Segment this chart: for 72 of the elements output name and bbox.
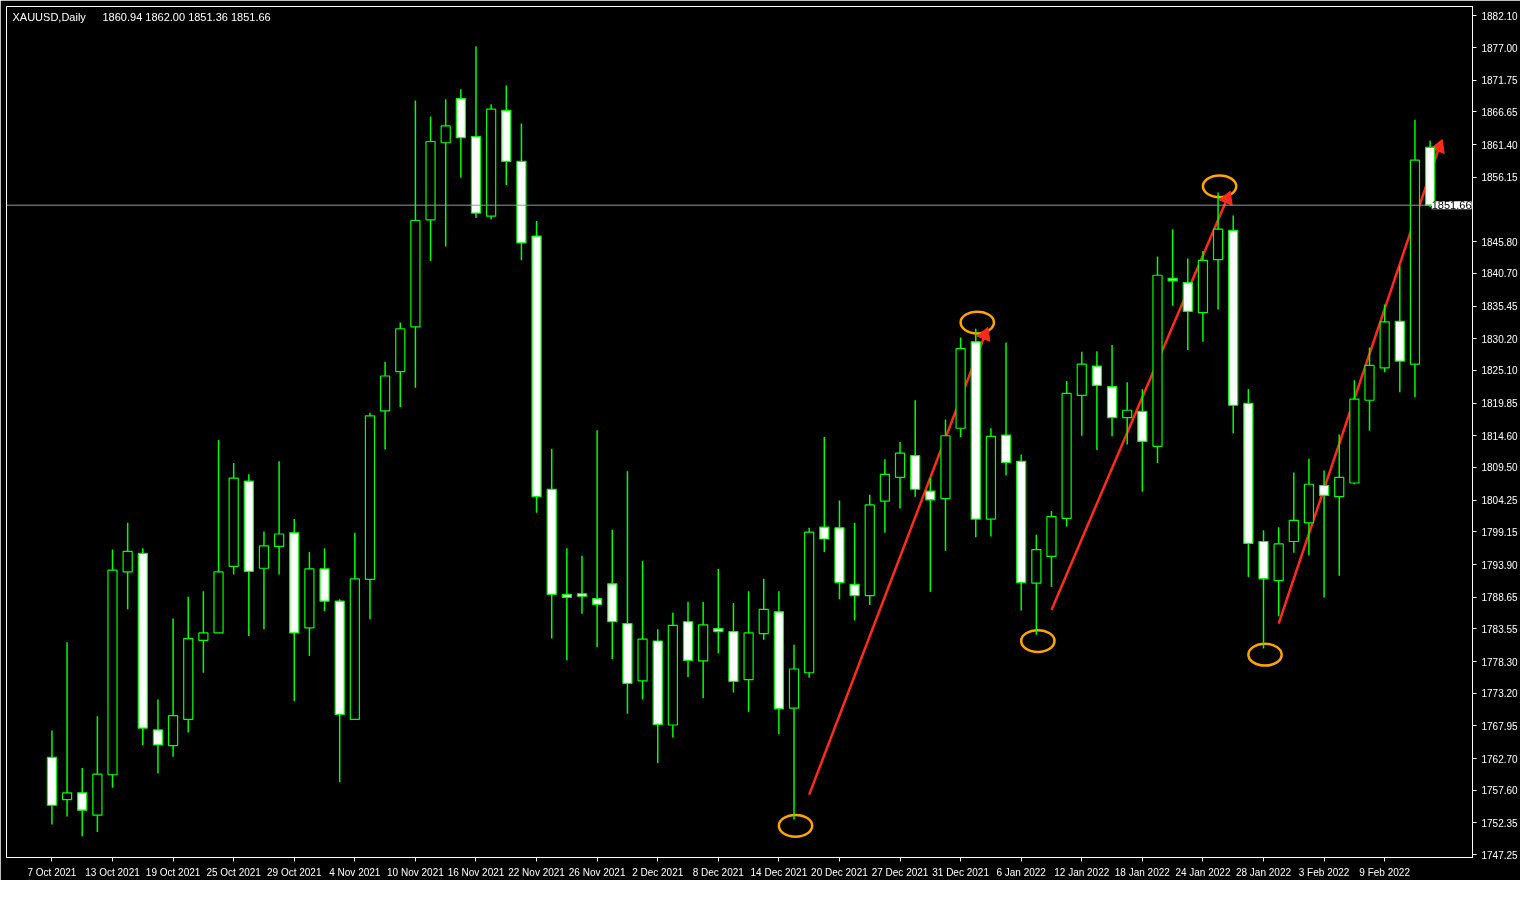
x-tick-label: 6 Jan 2022 [996,866,1047,878]
y-tick-label: 1783.55 [1481,623,1519,635]
x-tick-label: 26 Nov 2021 [568,866,626,878]
x-tick-label: 29 Oct 2021 [267,866,322,878]
y-tick-label: 1882.10 [1481,10,1519,22]
x-tick-label: 27 Dec 2021 [871,866,929,878]
y-tick-label: 1799.15 [1481,526,1519,538]
y-tick-label: 1793.90 [1481,559,1519,571]
y-tick-label: 1788.65 [1481,592,1519,604]
y-tick-label: 1819.85 [1481,398,1519,410]
y-tick-label: 1840.70 [1481,268,1519,280]
x-tick-label: 14 Dec 2021 [750,866,808,878]
candlestick [576,555,588,615]
x-tick-label: 20 Dec 2021 [811,866,869,878]
y-tick-label: 1762.70 [1481,753,1519,765]
x-tick-label: 24 Jan 2022 [1175,866,1231,878]
x-tick-label: 31 Dec 2021 [932,866,990,878]
candlestick [61,641,73,818]
candlestick [1318,469,1330,599]
x-tick-label: 3 Feb 2022 [1298,866,1350,878]
annotation: 1860.94 1862.00 1851.36 1851.66 [102,10,271,23]
y-tick-label: 1835.45 [1481,301,1519,313]
candlestick [849,522,860,622]
y-tick-label: 1752.35 [1481,817,1519,829]
y-tick-label: 1845.80 [1481,236,1519,248]
x-tick-label: 22 Nov 2021 [508,866,566,878]
y-tick-label: 1825.10 [1481,365,1519,377]
x-tick-label: 4 Nov 2021 [329,866,381,878]
candlestick [440,98,451,248]
x-tick-label: 8 Dec 2021 [692,866,745,878]
x-tick-label: 13 Oct 2021 [85,866,141,878]
candlestick [925,477,936,593]
candlestick [713,568,724,655]
x-tick-label: 2 Dec 2021 [632,866,684,878]
candlestick [819,436,830,553]
y-tick-label: 1767.95 [1481,720,1519,732]
candlestick [77,767,88,838]
candlestick [198,590,209,674]
ref-line-label: 1851.66 [1431,199,1472,212]
x-tick-label: 9 Feb 2022 [1359,866,1411,878]
y-tick-label: 1809.50 [1481,462,1519,474]
candlestick [592,429,603,648]
candlestick [122,522,133,611]
y-tick-label: 1773.20 [1481,688,1519,700]
x-tick-label: 19 Oct 2021 [145,866,201,878]
y-tick-label: 1757.60 [1481,785,1519,797]
candlestick [1334,433,1345,577]
y-tick-label: 1866.65 [1481,106,1519,118]
x-tick-label: 7 Oct 2021 [27,866,77,878]
y-tick-label: 1830.20 [1481,333,1519,345]
candlestick [152,698,164,775]
y-tick-label: 1814.60 [1481,430,1519,442]
y-tick-label: 1747.25 [1481,849,1519,861]
candlestick [1091,350,1103,451]
y-tick-label: 1804.25 [1481,495,1519,507]
candlestick [1122,381,1133,446]
x-tick-label: 16 Nov 2021 [447,866,505,878]
x-tick-label: 18 Jan 2022 [1114,866,1171,878]
x-tick-label: 10 Nov 2021 [387,866,445,878]
y-tick-label: 1871.75 [1481,75,1519,87]
y-tick-label: 1856.15 [1481,172,1519,184]
chart-title: XAUUSD,Daily [12,10,87,23]
candlestick [561,547,572,662]
candlestick [1288,471,1299,554]
y-tick-label: 1877.00 [1481,42,1519,54]
candlestick [258,530,270,630]
candlestick [273,460,285,576]
y-tick-label: 1778.30 [1481,656,1519,668]
x-tick-label: 12 Jan 2022 [1054,866,1110,878]
x-tick-label: 28 Jan 2022 [1235,866,1292,878]
x-tick-label: 25 Oct 2021 [206,866,262,878]
y-tick-label: 1861.40 [1481,139,1519,151]
